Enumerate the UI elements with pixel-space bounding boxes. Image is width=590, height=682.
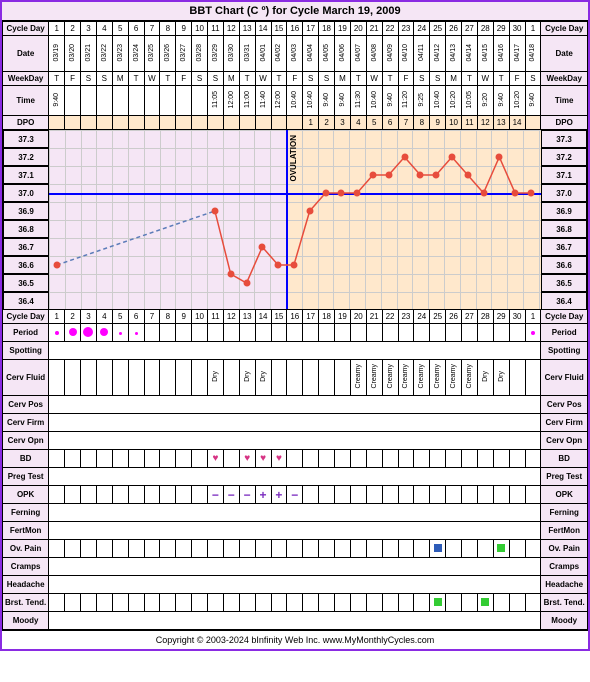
row-ov-pain: Ov. Pain Ov. Pain xyxy=(3,540,588,558)
row-fertmon: FertMonFertMon xyxy=(3,522,588,540)
bbt-chart-container: BBT Chart (C º) for Cycle March 19, 2009… xyxy=(0,0,590,651)
row-preg-test: Preg TestPreg Test xyxy=(3,468,588,486)
row-chart: 37.337.337.237.237.137.137.037.036.936.9… xyxy=(3,130,588,310)
row-ferning: FerningFerning xyxy=(3,504,588,522)
label-dpo: DPO xyxy=(3,116,49,130)
row-cycle-day: Cycle Day 123456789101112131415161718192… xyxy=(3,22,588,36)
row-date: Date 03/1903/2003/2103/2203/2303/2403/25… xyxy=(3,36,588,72)
bbt-table: Cycle Day 123456789101112131415161718192… xyxy=(2,21,588,630)
row-spotting: Spotting Spotting xyxy=(3,342,588,360)
row-brst-tend: Brst. Tend. Brst. Tend. xyxy=(3,594,588,612)
row-opk: OPK −−−++− OPK xyxy=(3,486,588,504)
row-time: Time 9:4011:0512:0011:0011:4012:0010:401… xyxy=(3,86,588,116)
label-date: Date xyxy=(3,36,49,72)
row-dpo: DPO 1234567891011121314 DPO xyxy=(3,116,588,130)
row-headache: HeadacheHeadache xyxy=(3,576,588,594)
row-cycle-day-2: Cycle Day 123456789101112131415161718192… xyxy=(3,310,588,324)
label-date-r: Date xyxy=(541,36,588,72)
row-moody: MoodyMoody xyxy=(3,612,588,630)
label-weekday: WeekDay xyxy=(3,72,49,86)
row-cerv-firm: Cerv FirmCerv Firm xyxy=(3,414,588,432)
label-cycle-day-r: Cycle Day xyxy=(541,22,588,36)
label-time: Time xyxy=(3,86,49,116)
row-cramps: CrampsCramps xyxy=(3,558,588,576)
label-period: Period xyxy=(3,324,49,342)
row-period: Period Period xyxy=(3,324,588,342)
chart-title: BBT Chart (C º) for Cycle March 19, 2009 xyxy=(2,2,588,21)
label-cycle-day: Cycle Day xyxy=(3,22,49,36)
row-cerv-fluid: Cerv Fluid DryDryDryCreamyCreamyCreamyCr… xyxy=(3,360,588,396)
cd: 1 xyxy=(49,22,65,36)
row-bd: BD ♥♥♥♥ BD xyxy=(3,450,588,468)
temp-chart: 37.337.337.237.237.137.137.037.036.936.9… xyxy=(3,130,588,310)
row-weekday: WeekDay TFSSMTWTFSSMTWTFSSMTWTFSSMTWTFS … xyxy=(3,72,588,86)
row-cerv-opn: Cerv OpnCerv Opn xyxy=(3,432,588,450)
row-cerv-pos: Cerv PosCerv Pos xyxy=(3,396,588,414)
copyright: Copyright © 2003-2024 bInfinity Web Inc.… xyxy=(2,630,588,649)
